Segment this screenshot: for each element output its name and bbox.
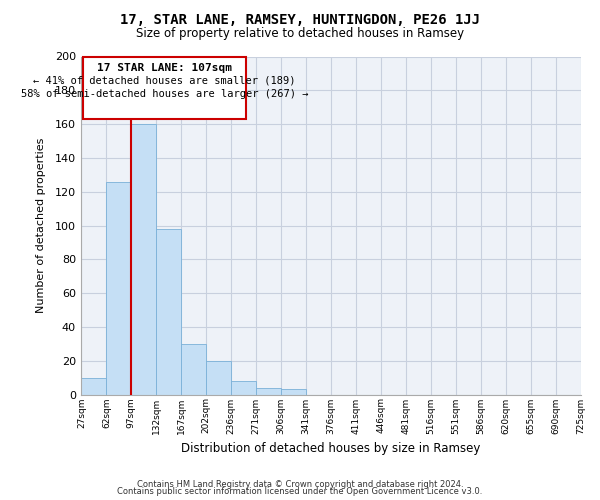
- Text: 17 STAR LANE: 107sqm: 17 STAR LANE: 107sqm: [97, 64, 232, 74]
- Bar: [131, 124, 157, 394]
- Text: 58% of semi-detached houses are larger (267) →: 58% of semi-detached houses are larger (…: [20, 88, 308, 99]
- Text: 17, STAR LANE, RAMSEY, HUNTINGDON, PE26 1JJ: 17, STAR LANE, RAMSEY, HUNTINGDON, PE26 …: [120, 12, 480, 26]
- Text: Contains public sector information licensed under the Open Government Licence v3: Contains public sector information licen…: [118, 487, 482, 496]
- Bar: [281, 390, 306, 394]
- Text: ← 41% of detached houses are smaller (189): ← 41% of detached houses are smaller (18…: [33, 76, 296, 86]
- Bar: [181, 344, 206, 395]
- Bar: [106, 182, 131, 394]
- Bar: [256, 388, 281, 394]
- Bar: [82, 378, 106, 394]
- Bar: [206, 360, 231, 394]
- Bar: [157, 229, 181, 394]
- Y-axis label: Number of detached properties: Number of detached properties: [37, 138, 46, 313]
- FancyBboxPatch shape: [83, 56, 246, 119]
- Text: Contains HM Land Registry data © Crown copyright and database right 2024.: Contains HM Land Registry data © Crown c…: [137, 480, 463, 489]
- X-axis label: Distribution of detached houses by size in Ramsey: Distribution of detached houses by size …: [181, 442, 481, 455]
- Bar: [231, 381, 256, 394]
- Text: Size of property relative to detached houses in Ramsey: Size of property relative to detached ho…: [136, 28, 464, 40]
